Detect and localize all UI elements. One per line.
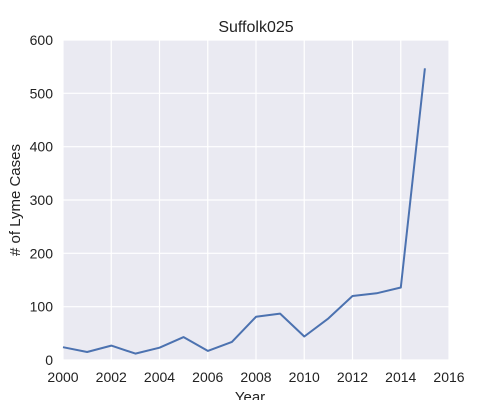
chart-title: Suffolk025: [218, 19, 293, 36]
x-tick-label: 2012: [337, 369, 368, 385]
y-axis-label: # of Lyme Cases: [7, 144, 24, 256]
x-tick-label: 2010: [289, 369, 320, 385]
x-tick-labels: 2000 2002 2004 2006 2008 2010 2012 2014 2016: [47, 369, 464, 385]
x-tick-label: 2014: [385, 369, 416, 385]
x-tick-label: 2016: [433, 369, 464, 385]
y-tick-label: 400: [30, 139, 54, 155]
x-tick-label: 2004: [144, 369, 175, 385]
y-tick-label: 500: [30, 85, 54, 101]
x-tick-label: 2002: [96, 369, 127, 385]
x-tick-label: 2000: [47, 369, 78, 385]
x-axis-label: Year: [235, 389, 265, 400]
y-tick-label: 600: [30, 32, 54, 48]
y-tick-label: 200: [30, 245, 54, 261]
y-tick-label: 100: [30, 299, 54, 315]
y-tick-labels: 0 100 200 300 400 500 600: [30, 32, 54, 368]
y-tick-label: 300: [30, 192, 54, 208]
x-tick-label: 2006: [192, 369, 223, 385]
y-tick-label: 0: [45, 352, 53, 368]
x-tick-label: 2008: [240, 369, 271, 385]
